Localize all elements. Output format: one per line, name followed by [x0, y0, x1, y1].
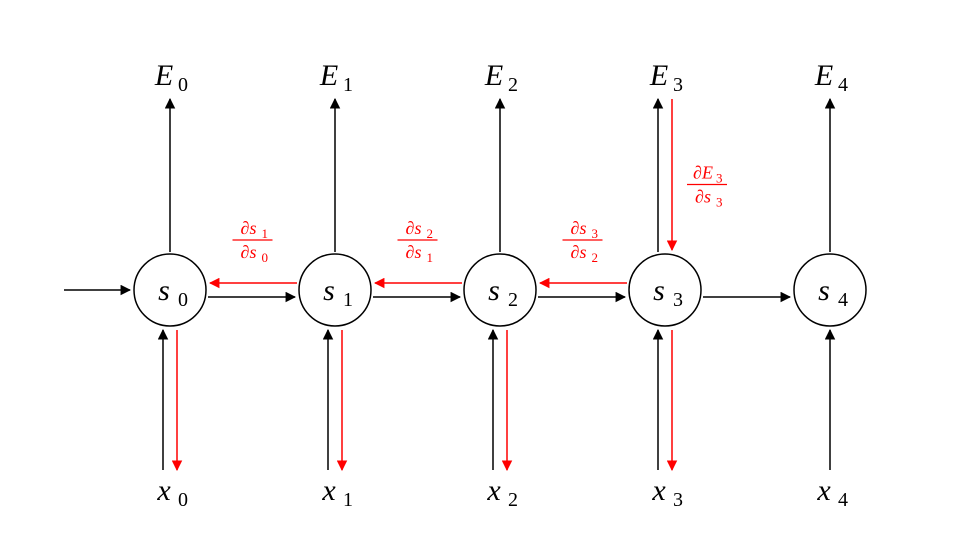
frac-label-horiz-2: ∂s 3 ∂s 2 [563, 218, 603, 265]
svg-text:1: 1 [427, 250, 434, 265]
frac-label-horiz-0: ∂s 1 ∂s 0 [233, 218, 273, 265]
frac-label-E3: ∂E3 ∂s 3 [687, 163, 727, 210]
svg-text:2: 2 [508, 74, 518, 96]
frac-label-horiz-1: ∂s 2 ∂s 1 [398, 218, 438, 265]
svg-text:E: E [814, 59, 833, 92]
svg-text:2: 2 [592, 250, 599, 265]
svg-text:0: 0 [178, 289, 188, 311]
x-label-0: x0 [156, 474, 188, 511]
svg-text:∂s: ∂s [571, 242, 587, 262]
svg-text:1: 1 [343, 489, 353, 511]
svg-text:∂s: ∂s [406, 242, 422, 262]
E-label-3: E3 [649, 59, 683, 96]
x-label-3: x3 [651, 474, 683, 511]
svg-text:1: 1 [343, 74, 353, 96]
svg-text:4: 4 [838, 289, 848, 311]
svg-text:∂s: ∂s [241, 242, 257, 262]
svg-text:E: E [319, 59, 338, 92]
svg-text:2: 2 [508, 289, 518, 311]
svg-text:4: 4 [838, 489, 848, 511]
svg-text:∂s: ∂s [241, 218, 257, 238]
svg-text:2: 2 [427, 226, 434, 241]
svg-text:s: s [323, 274, 335, 307]
svg-text:E: E [154, 59, 173, 92]
svg-text:s: s [158, 274, 170, 307]
svg-text:x: x [651, 474, 666, 507]
svg-text:s: s [653, 274, 665, 307]
state-node-2 [464, 254, 536, 326]
x-label-1: x1 [321, 474, 353, 511]
svg-text:3: 3 [716, 195, 723, 210]
svg-text:x: x [816, 474, 831, 507]
svg-text:x: x [321, 474, 336, 507]
state-node-4 [794, 254, 866, 326]
E-label-4: E4 [814, 59, 848, 96]
E-label-2: E2 [484, 59, 518, 96]
x-label-2: x2 [486, 474, 518, 511]
state-node-0 [134, 254, 206, 326]
svg-text:x: x [486, 474, 501, 507]
svg-text:3: 3 [592, 226, 599, 241]
svg-text:s: s [818, 274, 830, 307]
svg-text:3: 3 [673, 74, 683, 96]
state-node-1 [299, 254, 371, 326]
svg-text:1: 1 [262, 226, 269, 241]
svg-text:0: 0 [178, 74, 188, 96]
svg-text:4: 4 [838, 74, 848, 96]
svg-text:∂s: ∂s [571, 218, 587, 238]
svg-text:3: 3 [673, 489, 683, 511]
svg-text:∂E: ∂E [693, 163, 713, 183]
svg-text:3: 3 [716, 171, 723, 186]
svg-text:E: E [649, 59, 668, 92]
x-label-4: x4 [816, 474, 848, 511]
svg-text:s: s [488, 274, 500, 307]
svg-text:E: E [484, 59, 503, 92]
svg-text:0: 0 [178, 489, 188, 511]
svg-text:1: 1 [343, 289, 353, 311]
svg-text:∂s: ∂s [406, 218, 422, 238]
svg-text:2: 2 [508, 489, 518, 511]
E-label-1: E1 [319, 59, 353, 96]
state-node-3 [629, 254, 701, 326]
svg-text:∂s: ∂s [695, 187, 711, 207]
svg-text:3: 3 [673, 289, 683, 311]
E-label-0: E0 [154, 59, 188, 96]
svg-text:0: 0 [262, 250, 269, 265]
svg-text:x: x [156, 474, 171, 507]
